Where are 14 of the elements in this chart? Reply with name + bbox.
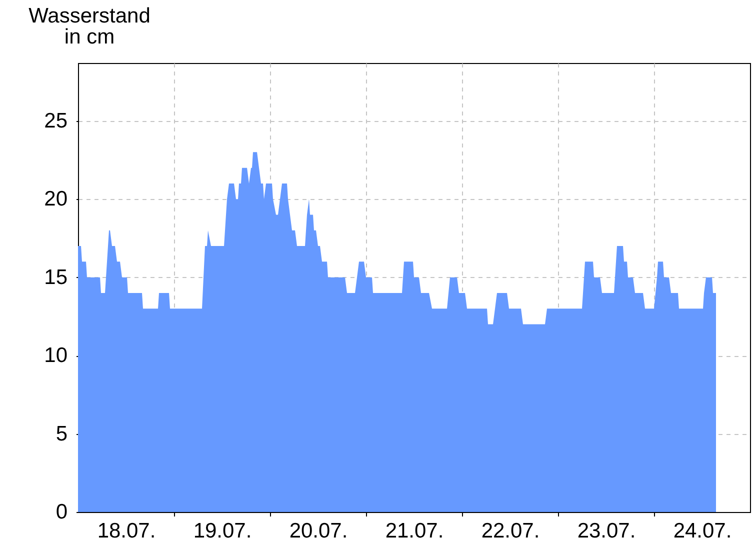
x-tick-label: 22.07. [481, 520, 540, 542]
y-tick-label: 10 [44, 344, 68, 368]
y-axis-title: Wasserstand in cm [28, 4, 150, 48]
x-tick-label: 24.07. [673, 520, 732, 542]
y-tick-label: 20 [44, 188, 68, 211]
x-tick-label: 21.07. [385, 520, 444, 542]
y-tick-label: 5 [56, 422, 68, 446]
y-tick-label: 25 [44, 109, 68, 132]
y-tick-label: 0 [56, 500, 68, 524]
x-tick-label: 18.07. [97, 520, 156, 542]
x-tick-label: 20.07. [289, 520, 348, 542]
y-tick-label: 15 [44, 266, 68, 289]
x-tick-label: 19.07. [193, 520, 252, 542]
x-tick-label: 23.07. [577, 520, 636, 542]
